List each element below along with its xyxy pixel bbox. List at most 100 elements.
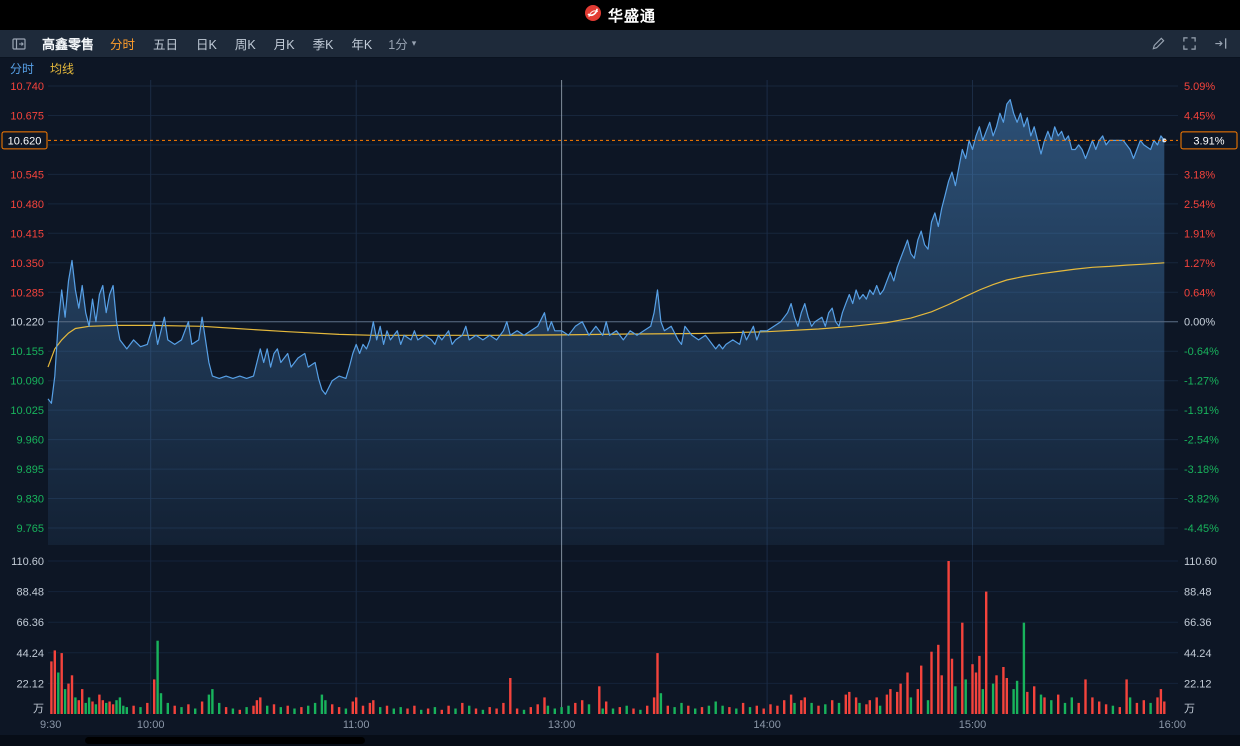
volume-bar <box>87 697 91 714</box>
volume-bar <box>98 694 101 714</box>
volume-bar <box>259 697 262 714</box>
volume-bar <box>84 702 87 714</box>
volume-bar <box>611 708 615 714</box>
volume-bar <box>255 700 259 714</box>
volume-bar <box>940 675 943 714</box>
volume-bar <box>91 701 94 714</box>
draw-pencil-icon[interactable] <box>1151 36 1166 51</box>
volume-bar <box>307 705 310 714</box>
volume-bar <box>67 683 70 714</box>
volume-bar <box>118 697 122 714</box>
volume-bar <box>454 708 457 714</box>
volume-bar <box>420 709 423 714</box>
price-axis-label: 10.415 <box>10 228 44 240</box>
bottom-scrollbar-thumb[interactable] <box>85 737 365 744</box>
volume-bar <box>687 705 690 714</box>
volume-bar <box>885 694 889 714</box>
volume-bar <box>728 707 731 714</box>
volume-bar <box>1104 704 1108 714</box>
volume-bar <box>231 708 235 714</box>
time-axis-label: 9:30 <box>40 719 61 731</box>
volume-bar <box>77 700 80 714</box>
volume-bar <box>94 704 98 714</box>
volume-bar <box>598 686 601 714</box>
volume-bar <box>844 694 847 714</box>
tab-minute[interactable]: 分时 <box>110 38 136 52</box>
volume-bar <box>978 655 981 714</box>
volume-bar <box>50 661 53 714</box>
volume-bar <box>1039 694 1043 714</box>
volume-bar <box>906 672 909 714</box>
volume-bar <box>502 702 505 714</box>
volume-bar <box>543 697 546 714</box>
volume-bar <box>200 701 204 714</box>
current-percent-tag-label: 3.91% <box>1193 135 1224 147</box>
volume-bar <box>159 693 163 714</box>
volume-bar <box>252 705 255 714</box>
volume-bar <box>272 704 276 714</box>
volume-axis-label: 88.48 <box>1184 587 1212 599</box>
volume-bar <box>57 672 60 714</box>
volume-bar <box>546 705 550 714</box>
volume-bar <box>1163 701 1166 714</box>
volume-bar <box>1156 697 1159 714</box>
volume-bar <box>1159 689 1163 714</box>
volume-bar <box>961 622 964 714</box>
volume-bar <box>194 708 197 714</box>
volume-bar <box>656 653 659 714</box>
volume-bar <box>1050 700 1053 714</box>
volume-bar <box>122 705 125 714</box>
volume-bar <box>1077 702 1080 714</box>
volume-axis-label: 88.48 <box>16 587 44 599</box>
brand-name: 华盛通 <box>607 7 656 25</box>
volume-bar <box>495 708 498 714</box>
chart-type-tabs: 分时 五日 日K 周K 月K 季K 年K <box>110 34 372 53</box>
volume-bar <box>522 709 526 714</box>
volume-bar <box>146 702 149 714</box>
tab-five-day[interactable]: 五日 <box>153 38 179 52</box>
volume-bar <box>392 708 395 714</box>
volume-bar <box>399 707 402 714</box>
collapse-panel-icon[interactable] <box>1213 36 1228 51</box>
volume-axis-label: 110.60 <box>11 556 44 568</box>
volume-bar <box>964 679 967 714</box>
volume-bar <box>605 701 608 714</box>
volume-bar <box>817 705 820 714</box>
price-axis-label: 10.480 <box>10 199 44 211</box>
chevron-down-icon: ▾ <box>411 38 417 48</box>
tab-week-k[interactable]: 周K <box>234 38 256 52</box>
volume-bar <box>783 700 786 714</box>
tab-quarter-k[interactable]: 季K <box>312 38 334 52</box>
sidebar-toggle-icon[interactable] <box>12 37 26 51</box>
volume-bar <box>995 675 998 714</box>
volume-bar <box>1026 691 1029 714</box>
volume-bar <box>899 683 902 714</box>
interval-label: 1分 <box>388 38 408 52</box>
percent-axis-label: 4.45% <box>1184 111 1215 123</box>
current-price-tag <box>1 131 48 150</box>
time-axis-label: 15:00 <box>959 719 987 731</box>
volume-bar <box>74 697 77 714</box>
time-axis-label: 13:00 <box>548 719 576 731</box>
tab-month-k[interactable]: 月K <box>273 38 295 52</box>
tab-day-k[interactable]: 日K <box>196 38 217 52</box>
volume-bar <box>858 702 861 714</box>
volume-bar <box>837 702 841 714</box>
volume-bar <box>601 708 604 714</box>
price-axis-label: 10.740 <box>10 81 44 93</box>
volume-bar <box>1002 667 1005 714</box>
volume-bar <box>355 697 358 714</box>
tab-year-k[interactable]: 年K <box>351 38 373 52</box>
volume-bar <box>981 689 984 714</box>
volume-bar <box>324 700 327 714</box>
stock-name[interactable]: 高鑫零售 <box>42 37 95 52</box>
volume-bar <box>1142 700 1145 714</box>
volume-bar <box>361 705 365 714</box>
fullscreen-icon[interactable] <box>1182 36 1197 51</box>
volume-bar <box>447 705 450 714</box>
volume-bar <box>831 700 834 714</box>
interval-select[interactable]: 1分 ▾ <box>388 34 416 53</box>
volume-bar <box>286 705 289 714</box>
